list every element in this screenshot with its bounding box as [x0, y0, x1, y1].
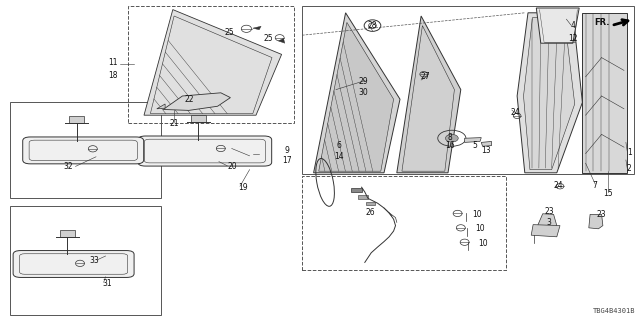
Polygon shape — [517, 13, 582, 173]
Text: 20: 20 — [227, 162, 237, 171]
Text: TBG4B4301B: TBG4B4301B — [593, 308, 636, 314]
FancyBboxPatch shape — [138, 136, 272, 166]
Text: 11: 11 — [109, 58, 118, 67]
Polygon shape — [157, 104, 165, 109]
Text: 14: 14 — [334, 152, 344, 161]
Text: 9: 9 — [284, 146, 289, 155]
Text: 33: 33 — [89, 256, 99, 265]
Text: 21: 21 — [170, 119, 179, 128]
Bar — [351, 188, 362, 192]
Text: 19: 19 — [238, 183, 248, 192]
Polygon shape — [465, 138, 481, 142]
Text: 16: 16 — [445, 141, 455, 150]
Polygon shape — [163, 93, 230, 110]
Bar — [191, 115, 206, 122]
Polygon shape — [524, 18, 575, 170]
Polygon shape — [531, 225, 560, 237]
Bar — [302, 6, 634, 174]
Text: 8: 8 — [447, 133, 452, 142]
Text: 29: 29 — [358, 77, 369, 86]
Text: 27: 27 — [420, 72, 431, 81]
Text: 10: 10 — [475, 224, 485, 233]
Text: 23: 23 — [596, 210, 607, 219]
Polygon shape — [144, 10, 282, 115]
Bar — [366, 202, 375, 205]
Polygon shape — [481, 141, 492, 146]
Polygon shape — [397, 16, 461, 173]
Polygon shape — [253, 26, 261, 30]
Text: 3: 3 — [547, 218, 552, 227]
Text: 26: 26 — [365, 208, 375, 217]
Text: 10: 10 — [478, 239, 488, 248]
Text: 1: 1 — [627, 148, 632, 156]
Text: 17: 17 — [282, 156, 292, 164]
Text: 12: 12 — [568, 34, 577, 43]
Text: 32: 32 — [63, 162, 74, 171]
Polygon shape — [319, 22, 394, 171]
Text: 4: 4 — [570, 21, 575, 30]
FancyBboxPatch shape — [23, 137, 144, 164]
Text: 24: 24 — [510, 108, 520, 116]
Text: 13: 13 — [481, 146, 492, 155]
Text: 6: 6 — [337, 141, 342, 150]
Text: 10: 10 — [472, 210, 482, 219]
Bar — [10, 102, 161, 198]
Text: 23: 23 — [544, 207, 554, 216]
Text: 28: 28 — [368, 21, 377, 30]
Text: 22: 22 — [184, 95, 193, 104]
Text: 2: 2 — [627, 164, 632, 172]
Bar — [302, 176, 506, 270]
Text: FR.: FR. — [594, 18, 609, 27]
Bar — [10, 206, 161, 315]
FancyBboxPatch shape — [13, 251, 134, 277]
Text: 31: 31 — [102, 279, 112, 288]
Bar — [128, 6, 294, 123]
Polygon shape — [589, 214, 603, 229]
Polygon shape — [538, 214, 557, 230]
Text: 25: 25 — [264, 34, 274, 43]
Bar — [60, 230, 75, 237]
Polygon shape — [314, 13, 400, 173]
Ellipse shape — [445, 134, 458, 142]
Polygon shape — [582, 13, 627, 173]
Bar — [358, 195, 368, 199]
Polygon shape — [278, 38, 285, 43]
Text: 7: 7 — [593, 181, 598, 190]
Text: 25: 25 — [224, 28, 234, 36]
Text: 5: 5 — [472, 141, 477, 150]
Bar — [69, 116, 84, 123]
Text: 15: 15 — [603, 189, 613, 198]
Polygon shape — [536, 8, 579, 43]
Text: 24: 24 — [553, 181, 563, 190]
Text: 18: 18 — [109, 71, 118, 80]
Text: 30: 30 — [358, 88, 369, 97]
